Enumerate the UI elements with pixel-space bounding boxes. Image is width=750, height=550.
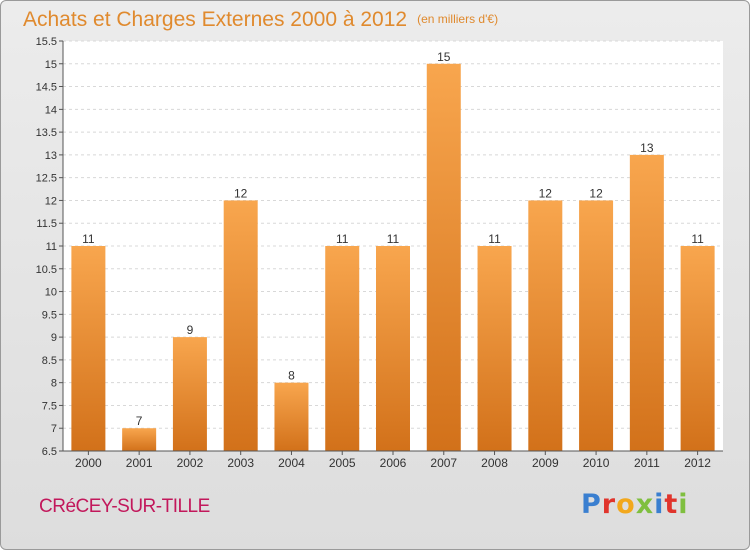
y-tick-label: 7.5 — [42, 400, 57, 412]
bar — [71, 246, 106, 451]
y-tick-label: 14 — [45, 104, 57, 116]
y-tick-label: 8 — [51, 378, 57, 390]
y-tick-label: 15.5 — [36, 36, 57, 48]
chart-title: Achats et Charges Externes 2000 à 2012 (e… — [23, 8, 498, 32]
data-label: 11 — [387, 232, 400, 246]
y-tick-label: 12.5 — [36, 173, 57, 185]
chart-unit: (en milliers d'€) — [417, 12, 499, 26]
logo-letter: o — [616, 489, 636, 520]
data-label: 11 — [488, 232, 501, 246]
logo-letter: i — [654, 489, 665, 520]
data-label: 15 — [437, 50, 451, 64]
y-tick-label: 12 — [45, 195, 57, 207]
bar — [579, 200, 614, 451]
data-label: 11 — [336, 232, 349, 246]
x-tick-label: 2006 — [380, 456, 407, 470]
logo-letter: x — [635, 489, 655, 520]
bar — [629, 154, 664, 451]
logo-letter: i — [678, 489, 689, 520]
bar — [325, 246, 360, 451]
logo-letter: t — [664, 489, 679, 520]
x-tick-label: 2010 — [583, 456, 610, 470]
y-tick-label: 15 — [45, 59, 57, 71]
y-tick-label: 6.5 — [42, 446, 57, 458]
data-label: 13 — [640, 141, 654, 155]
x-axis: 2000 2001 2002 2003 2004 2005 2006 2007 2008 2009… — [63, 450, 723, 470]
y-tick-label: 10 — [45, 287, 57, 299]
data-label: 12 — [589, 186, 603, 200]
y-tick-label: 13 — [45, 150, 57, 162]
y-tick-label: 7 — [51, 423, 57, 435]
chart-title-text: Achats et Charges Externes 2000 à 2012 — [23, 8, 408, 31]
x-tick-label: 2008 — [481, 456, 508, 470]
bar — [680, 246, 715, 451]
logo-letter: P — [581, 489, 602, 520]
x-tick-label: 2003 — [227, 456, 254, 470]
data-label: 11 — [691, 232, 704, 246]
y-tick-label: 9.5 — [42, 309, 57, 321]
bar — [528, 200, 563, 451]
bar — [477, 246, 512, 451]
x-tick-label: 2012 — [684, 456, 711, 470]
data-label: 9 — [187, 323, 194, 337]
bar — [274, 382, 309, 451]
y-tick-label: 10.5 — [36, 264, 57, 276]
commune-name: CRéCEY-SUR-TILLE — [39, 496, 210, 517]
data-label: 12 — [539, 186, 553, 200]
data-label: 7 — [136, 414, 143, 428]
y-tick-label: 11 — [46, 241, 57, 253]
bar — [122, 428, 157, 451]
bar — [426, 63, 461, 452]
x-tick-label: 2004 — [278, 456, 305, 470]
x-tick-label: 2011 — [634, 456, 660, 470]
x-tick-label: 2007 — [430, 456, 457, 470]
x-tick-label: 2009 — [532, 456, 559, 470]
bar — [376, 246, 410, 451]
y-axis: 6.5 7 7.5 8 8.5 9 9.5 10 10.5 11 11.5 12 12.5 13 13.5 1… — [36, 36, 64, 458]
y-tick-label: 8.5 — [42, 355, 57, 367]
x-tick-label: 2001 — [126, 456, 153, 470]
x-tick-label: 2005 — [329, 456, 356, 470]
y-tick-label: 11.5 — [36, 218, 57, 230]
data-label: 11 — [82, 232, 95, 246]
logo-letter: r — [601, 489, 617, 520]
bar — [172, 337, 207, 451]
y-tick-label: 14.5 — [36, 82, 57, 94]
y-tick-label: 13.5 — [36, 127, 57, 139]
x-tick-label: 2002 — [177, 456, 204, 470]
x-tick-label: 2000 — [75, 456, 102, 470]
bars: 11 7 9 12 8 11 11 15 11 12 12 13 11 — [71, 50, 715, 452]
data-label: 12 — [234, 186, 248, 200]
data-label: 8 — [288, 369, 295, 383]
proxiti-logo: Proxiti — [581, 489, 689, 520]
y-tick-label: 9 — [51, 332, 57, 344]
bar — [223, 200, 258, 451]
